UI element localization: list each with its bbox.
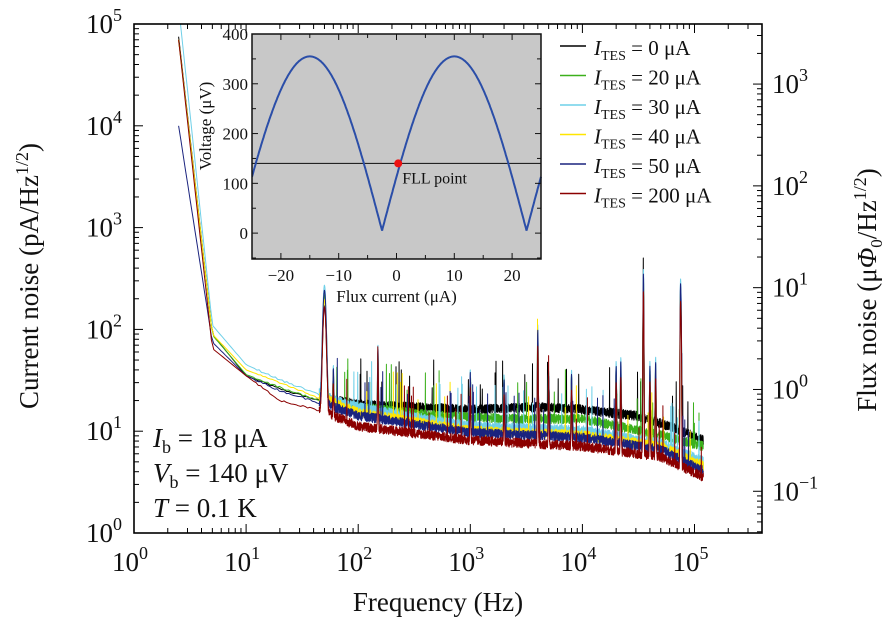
fll-point-label: FLL point [402, 170, 467, 187]
legend-label: ITES = 30 μA [593, 95, 702, 123]
inset-x-tick-label: 0 [392, 266, 401, 285]
y-tick-label: 101 [86, 412, 122, 446]
inset-plot-area [252, 55, 542, 231]
inset-y-tick-label: 200 [223, 125, 249, 144]
series-line-50ua [178, 125, 704, 476]
y2-tick-label: 102 [772, 167, 808, 201]
legend-label: ITES = 40 μA [593, 125, 702, 153]
y-tick-label: 102 [86, 310, 122, 344]
series-layer [178, 24, 704, 482]
y2-tick-label: 103 [772, 65, 808, 99]
y2-tick-label: 101 [772, 269, 808, 303]
x-tick-label: 105 [673, 543, 709, 577]
series-line-200ua [178, 39, 704, 482]
y-tick-label: 105 [86, 5, 122, 39]
inset-y-tick-label: 400 [223, 25, 249, 44]
legend-label: ITES = 20 μA [593, 66, 702, 94]
annotation-text: T = 0.1 K [153, 493, 257, 523]
inset-x-tick-label: −20 [268, 266, 295, 285]
x-axis-label: Frequency (Hz) [353, 587, 523, 617]
annotation-text: Ib = 18 μA [152, 423, 268, 457]
annotation-text: Vb = 140 μV [153, 458, 289, 492]
main-plot-frame [133, 23, 763, 534]
inset-x-tick-label: 20 [504, 266, 521, 285]
x-tick-label: 103 [448, 543, 484, 577]
inset-x-axis-label: Flux current (μA) [336, 287, 457, 306]
fll-point-marker [394, 159, 403, 168]
legend-label: ITES = 50 μA [593, 154, 702, 182]
y-axis-label: Current noise (pA/Hz1/2) [12, 143, 44, 409]
inset-x-tick-label: −10 [325, 266, 352, 285]
axes-layer: 100 101 102 103 104 10510010110210310410510−1… [86, 5, 818, 577]
inset-y-tick-label: 0 [240, 224, 249, 243]
inset-x-tick-label: 10 [446, 266, 463, 285]
x-tick-label: 100 [112, 543, 148, 577]
y-tick-label: 100 [86, 514, 122, 548]
y2-tick-label: 100 [772, 370, 808, 404]
y-tick-label: 104 [86, 107, 122, 141]
y-tick-label: 103 [86, 209, 122, 243]
y2-axis-label: Flux noise (μΦ0/Hz1/2) [850, 168, 886, 412]
legend-label: ITES = 0 μA [593, 36, 691, 64]
x-tick-label: 101 [224, 543, 260, 577]
inset-y-tick-label: 300 [223, 75, 249, 94]
inset-background [252, 34, 541, 259]
x-tick-label: 104 [560, 543, 596, 577]
x-tick-label: 102 [336, 543, 372, 577]
inset-y-tick-label: 100 [223, 174, 249, 193]
v-phi-curve [252, 55, 542, 231]
y2-tick-label: 10−1 [772, 472, 818, 506]
legend-label: ITES = 200 μA [593, 184, 712, 212]
inset-y-axis-label: Voltage (μV) [196, 82, 215, 171]
